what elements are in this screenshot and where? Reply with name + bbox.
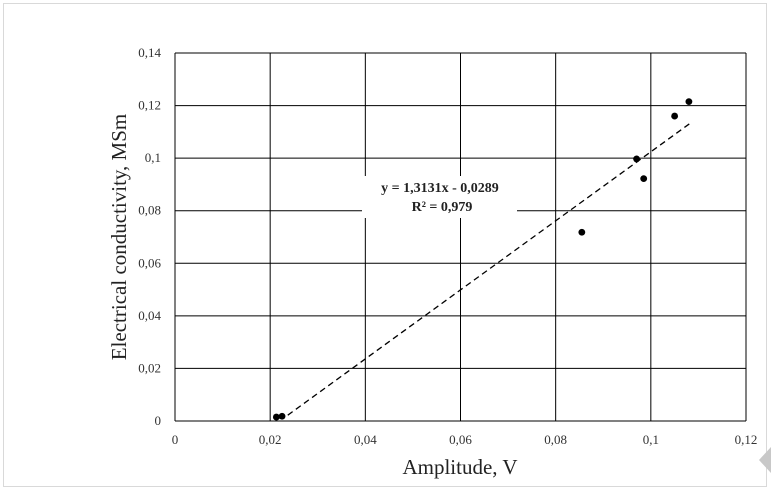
corner-arrow-icon: [759, 447, 771, 473]
data-point: [685, 98, 693, 106]
y-tick-label: 0: [155, 413, 162, 428]
x-tick-label: 0,02: [259, 432, 282, 447]
y-axis-title: Electrical conductivity, MSm: [107, 114, 131, 361]
x-axis-title: Amplitude, V: [402, 455, 517, 479]
x-tick-label: 0: [172, 432, 179, 447]
data-points: [272, 98, 693, 421]
x-tick-label: 0,06: [449, 432, 472, 447]
data-point: [633, 155, 640, 163]
y-tick-label: 0,14: [138, 45, 161, 60]
x-tick-label: 0,12: [735, 432, 758, 447]
y-tick-label: 0,04: [138, 308, 161, 323]
x-tick-labels: 0 0,02 0,04 0,06 0,08 0,1 0,12: [172, 432, 758, 447]
data-point: [640, 175, 648, 183]
y-tick-labels: 0 0,02 0,04 0,06 0,08 0,1 0,12 0,14: [138, 45, 161, 428]
data-point: [578, 228, 586, 236]
y-tick-label: 0,12: [138, 98, 161, 113]
equation-background: [362, 176, 517, 218]
x-tick-label: 0,08: [544, 432, 567, 447]
y-tick-label: 0,06: [138, 255, 161, 270]
x-tick-label: 0,04: [354, 432, 377, 447]
trendline: [287, 121, 692, 416]
y-tick-label: 0,02: [138, 360, 161, 375]
x-tick-label: 0,1: [643, 432, 659, 447]
grid-lines: [174, 52, 747, 422]
trendline-r-squared: R² = 0,979: [412, 200, 473, 215]
data-point: [272, 413, 280, 421]
data-point: [278, 412, 286, 420]
data-point: [671, 112, 679, 120]
y-tick-label: 0,08: [138, 203, 161, 218]
trendline-equation: y = 1,3131x - 0,0289: [381, 181, 499, 196]
chart-frame: [3, 3, 767, 487]
y-tick-label: 0,1: [145, 150, 161, 165]
